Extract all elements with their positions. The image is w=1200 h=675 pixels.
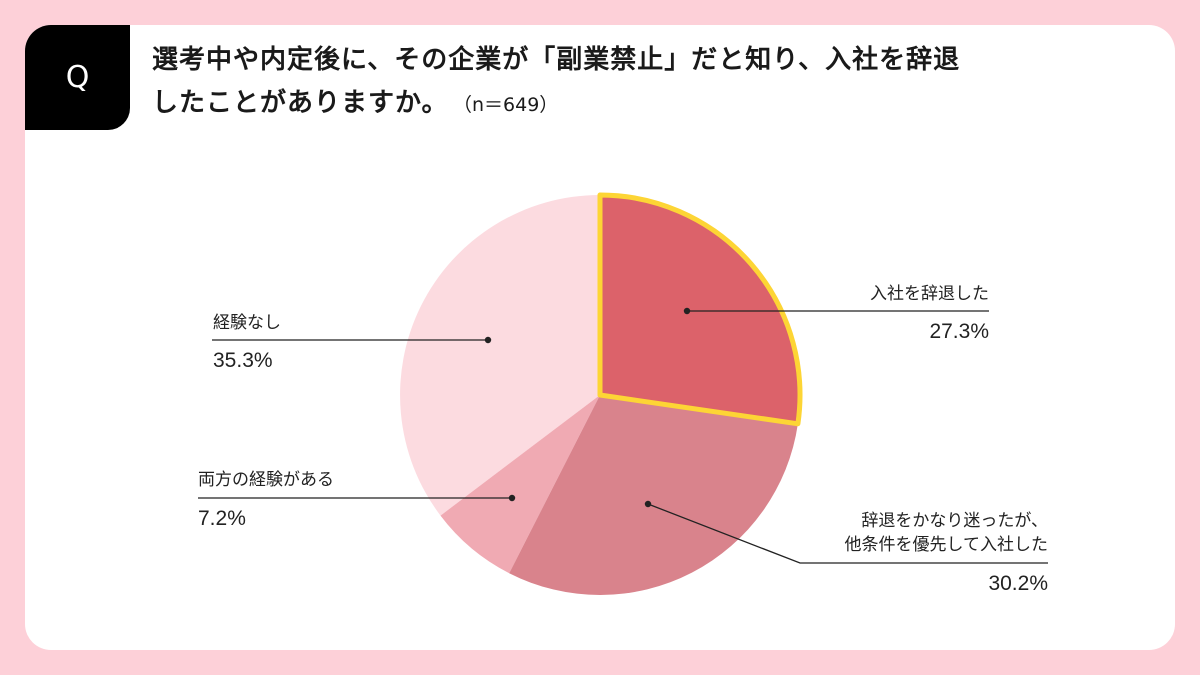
- dot-declined: [683, 307, 691, 315]
- leader-dots: [484, 307, 691, 508]
- label-both: 両方の経験がある: [198, 470, 334, 489]
- dot-none: [484, 336, 492, 344]
- title-line-2: したことがありますか。 （n＝649）: [152, 82, 1162, 127]
- slice-declined: [597, 192, 803, 427]
- value-both: 7.2%: [198, 507, 246, 530]
- sample-size: （n＝649）: [462, 94, 559, 116]
- title-line-1: 選考中や内定後に、その企業が「副業禁止」だと知り、入社を辞退: [152, 45, 961, 75]
- question-badge: Q: [25, 25, 130, 130]
- title-line-2-text: したことがありますか。: [152, 88, 449, 118]
- dot-hesitated: [644, 500, 652, 508]
- slice-hesitated: [509, 395, 798, 595]
- value-hesitated: 30.2%: [988, 572, 1048, 595]
- leader-line-hesitated: [647, 503, 1048, 564]
- value-declined: 27.3%: [929, 320, 989, 343]
- slice-both: [440, 395, 600, 574]
- label-hesitated-line1: 辞退をかなり迷ったが、: [861, 511, 1048, 530]
- value-none: 35.3%: [213, 349, 273, 372]
- label-declined: 入社を辞退した: [870, 284, 989, 303]
- slice-none: [400, 195, 600, 516]
- leader-lines: [198, 310, 1048, 564]
- label-none: 経験なし: [213, 313, 281, 332]
- label-hesitated-line2: 他条件を優先して入社した: [844, 535, 1049, 554]
- dot-both: [508, 494, 516, 502]
- question-title: 選考中や内定後に、その企業が「副業禁止」だと知り、入社を辞退 したことがあります…: [152, 39, 1162, 127]
